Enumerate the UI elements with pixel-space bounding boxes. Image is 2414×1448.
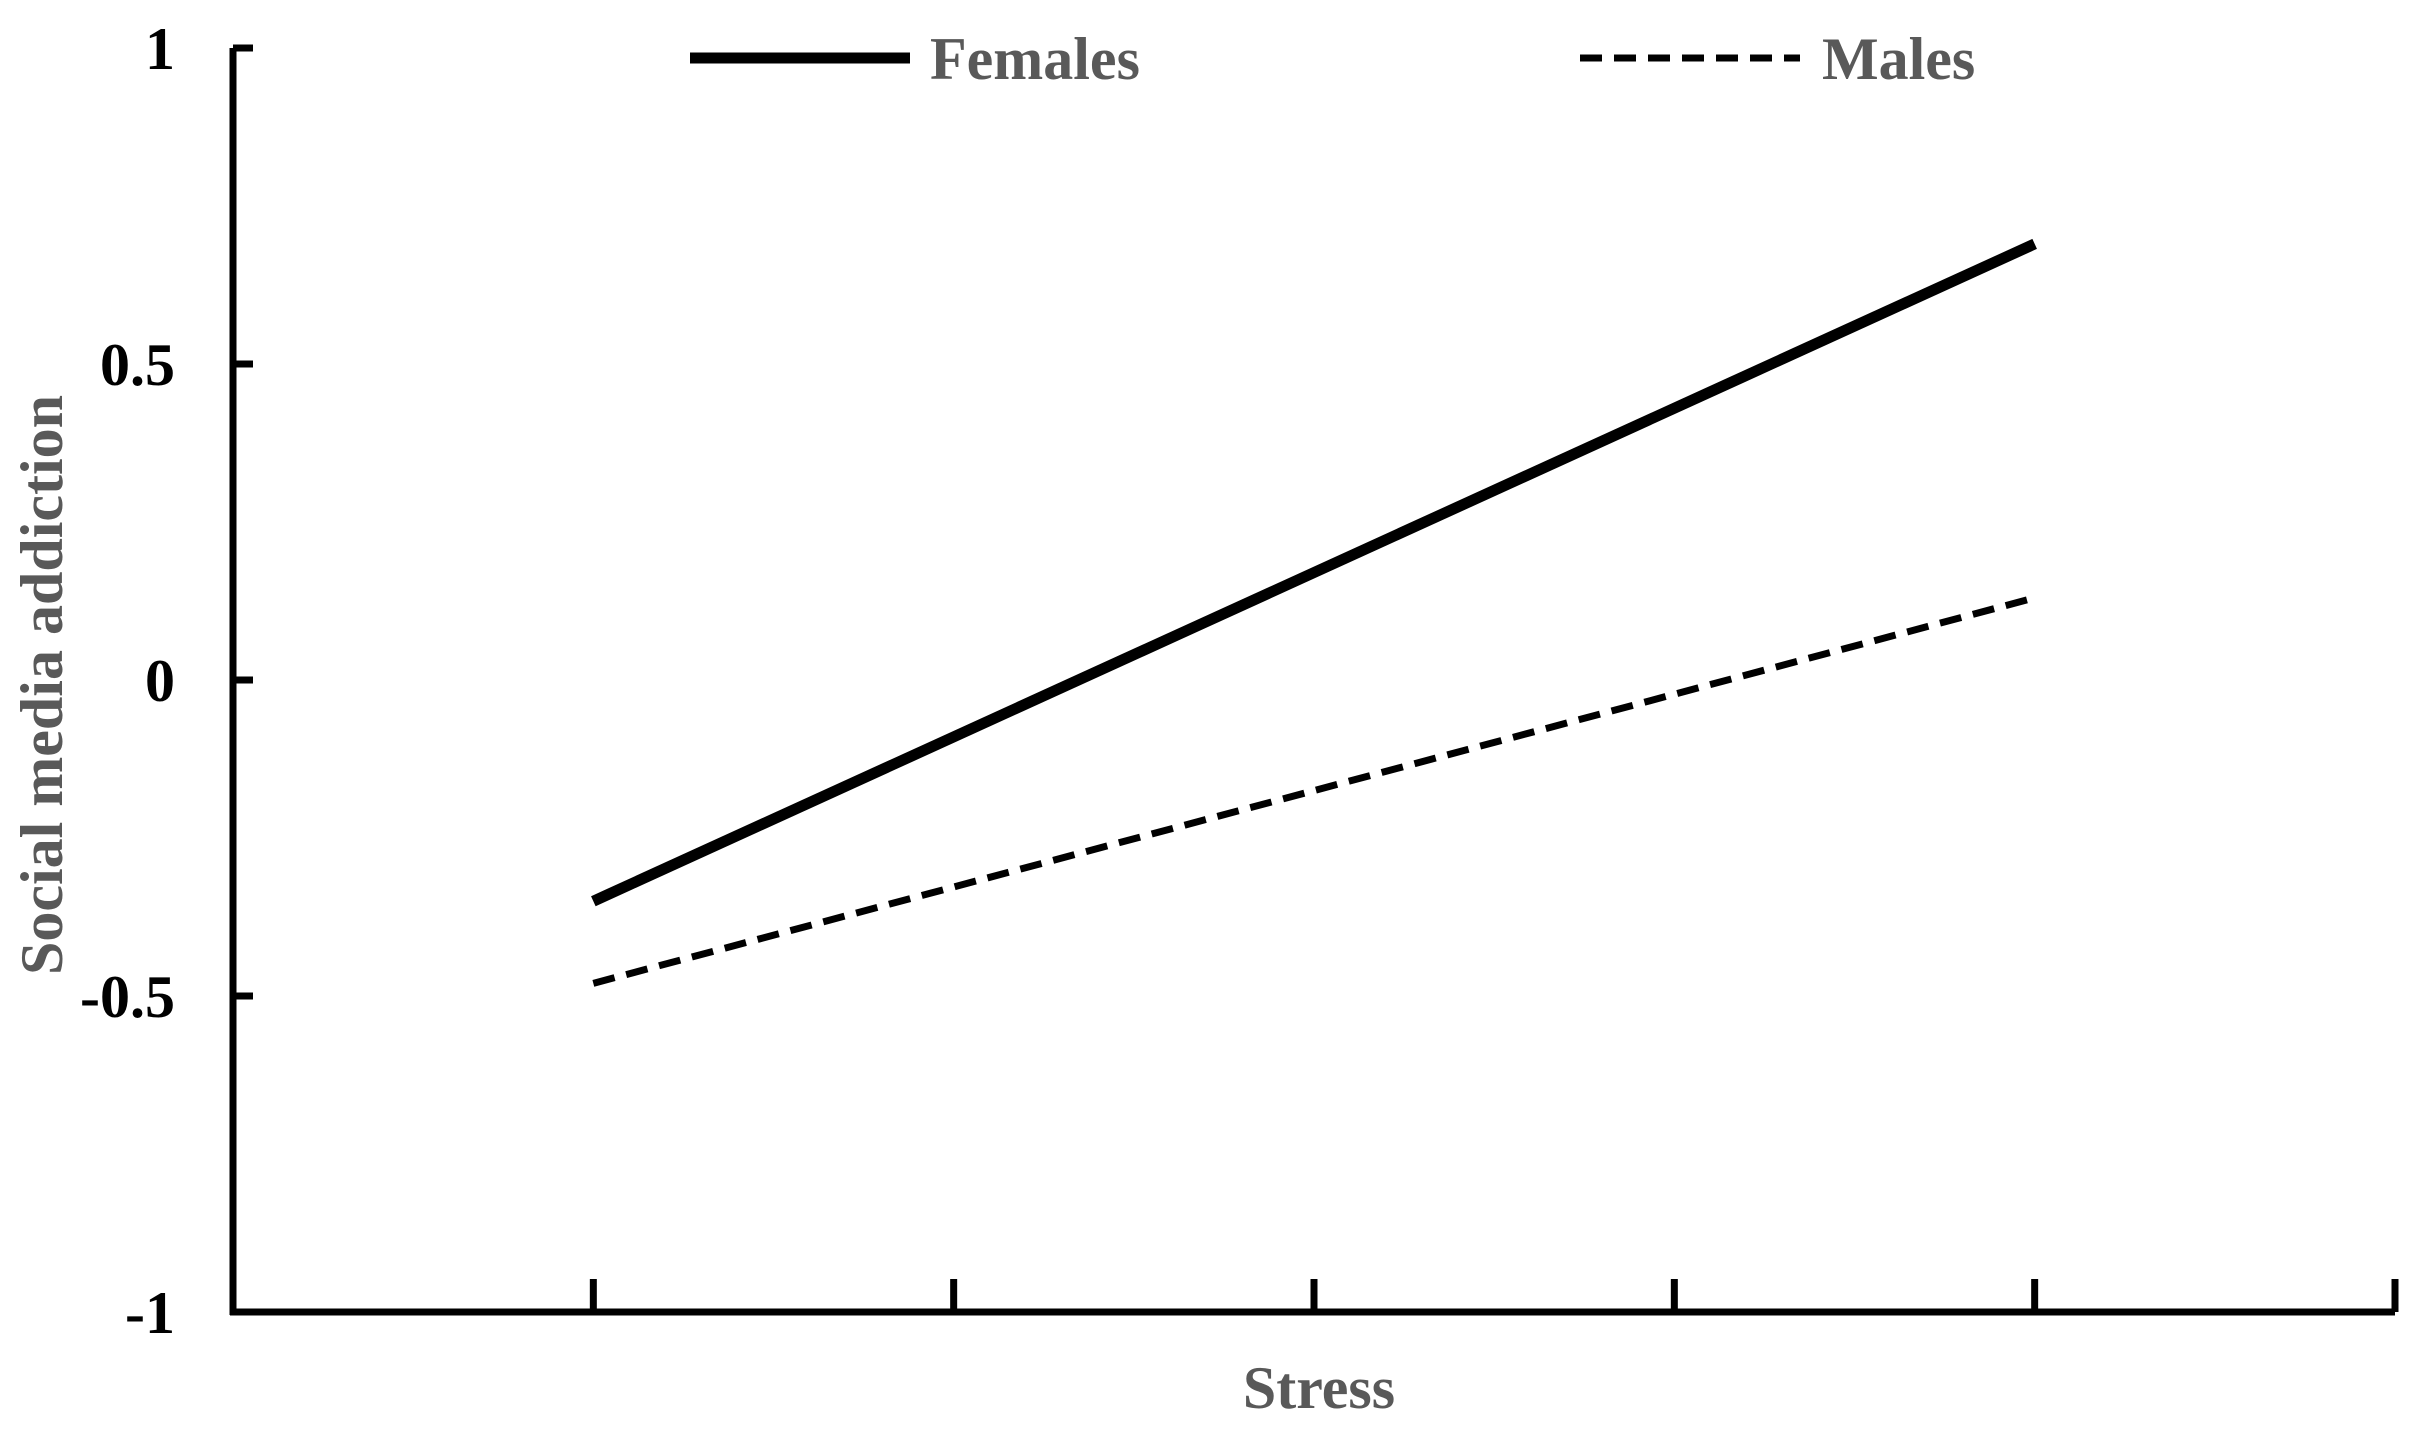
axes: 1 0.5 0 -0.5 -1 xyxy=(80,16,2399,1346)
series-line-females xyxy=(591,238,2037,907)
legend: Females Males xyxy=(690,26,1975,92)
y-tick-label: -1 xyxy=(125,1280,175,1346)
y-tick-label: 0 xyxy=(145,648,175,714)
y-tick-label: -0.5 xyxy=(80,964,175,1030)
series-lines xyxy=(591,238,2037,987)
y-axis-title: Social media addiction xyxy=(9,395,75,975)
y-tick-label: 1 xyxy=(145,16,175,82)
legend-label-females: Females xyxy=(930,26,1140,92)
x-axis-title: Stress xyxy=(1243,1355,1395,1421)
series-line-males xyxy=(592,594,2036,987)
legend-label-males: Males xyxy=(1822,26,1975,92)
y-tick-label: 0.5 xyxy=(100,332,175,398)
